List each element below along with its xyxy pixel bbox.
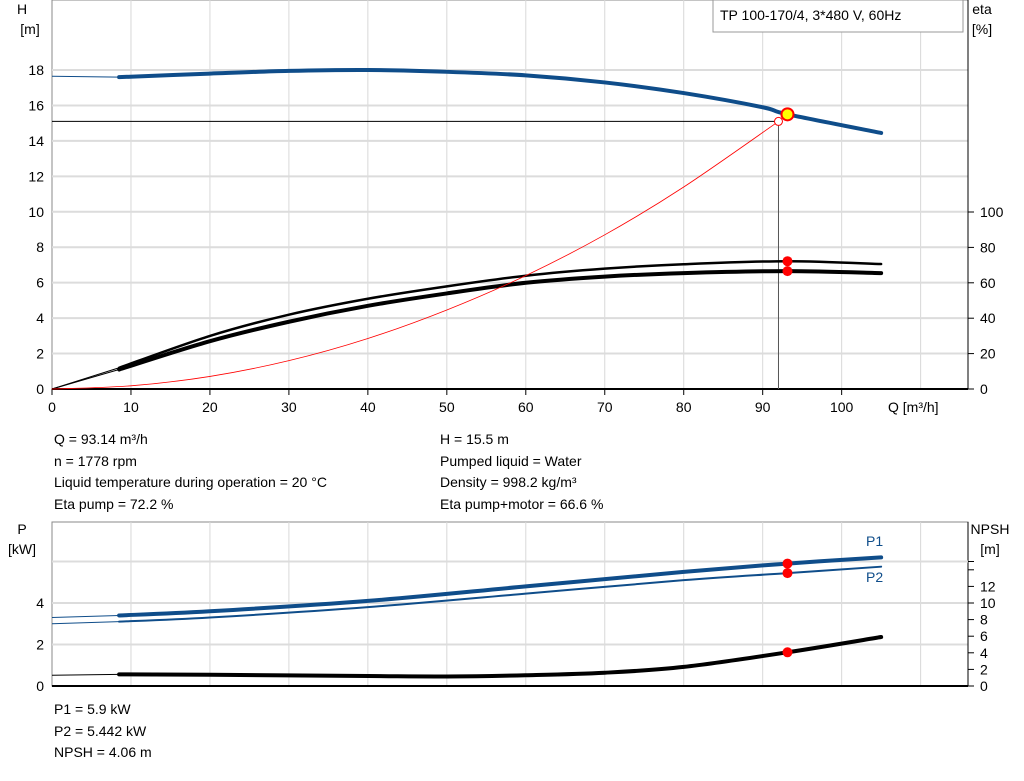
info-bottom: P1 = 5.9 kW P2 = 5.442 kW NPSH = 4.06 m (54, 699, 152, 764)
p2-marker (782, 568, 793, 579)
p-axis-unit: [kW] (8, 541, 36, 557)
head-y2-tick-label: 100 (980, 204, 1004, 220)
x-tick-label: 20 (202, 399, 218, 415)
head-y2-tick-label: 80 (980, 239, 996, 255)
info-left: Q = 93.14 m³/h n = 1778 rpm Liquid tempe… (54, 429, 327, 515)
head-y2-tick-label: 20 (980, 346, 996, 362)
eta-axis-unit: [%] (972, 21, 992, 37)
h-axis-name: H (17, 1, 27, 17)
power-y2-tick-label: 2 (980, 661, 988, 677)
x-tick-label: 50 (439, 399, 455, 415)
eta-motor-marker (782, 266, 793, 277)
p-axis-name: P (17, 521, 26, 537)
npsh-marker (782, 647, 793, 658)
head-y-tick-label: 18 (28, 62, 44, 78)
head-curve (117, 68, 884, 135)
chart-title: TP 100-170/4, 3*480 V, 60Hz (720, 7, 901, 23)
eta-axis-name: eta (972, 1, 992, 17)
x-tick-label: 0 (48, 399, 56, 415)
head-y-tick-label: 0 (36, 381, 44, 397)
power-y2-tick-label: 4 (980, 645, 988, 661)
x-tick-label: 40 (360, 399, 376, 415)
power-y-tick-label: 4 (36, 595, 44, 611)
info-p1: P1 = 5.9 kW (54, 701, 131, 717)
eta-pump-curve (117, 259, 883, 370)
head-y-tick-label: 16 (28, 97, 44, 113)
x-tick-label: 100 (830, 399, 854, 415)
duty-point-marker (773, 116, 783, 126)
npsh-curve-extension (51, 673, 120, 676)
info-h: H = 15.5 m (440, 431, 509, 447)
info-density: Density = 998.2 kg/m³ (440, 474, 577, 490)
head-y-tick-label: 2 (36, 346, 44, 362)
x-tick-label: 30 (281, 399, 297, 415)
npsh-axis-unit: [m] (980, 541, 999, 557)
p1-label: P1 (866, 533, 883, 549)
head-y2-tick-label: 0 (980, 381, 988, 397)
p2-curve-extension (51, 621, 120, 625)
x-axis-label: Q [m³/h] (888, 399, 939, 415)
title-box (712, 0, 964, 33)
power-y2-tick-label: 10 (980, 595, 996, 611)
npsh-axis-name: NPSH (971, 521, 1010, 537)
p1-curve (117, 555, 884, 618)
npsh-curve (117, 635, 884, 679)
x-tick-label: 90 (755, 399, 771, 415)
p1-curve-extension (51, 614, 120, 619)
head-curve-extension (51, 75, 120, 78)
info-eta-pump: Eta pump = 72.2 % (54, 495, 174, 512)
info-q: Q = 93.14 m³/h (54, 431, 148, 447)
info-temp: Liquid temperature during operation = 20… (54, 474, 327, 490)
head-y-tick-label: 10 (28, 204, 44, 220)
head-y2-tick-label: 40 (980, 310, 996, 326)
info-liquid: Pumped liquid = Water (440, 452, 582, 469)
p2-label: P2 (866, 569, 883, 585)
head-y2-tick-label: 60 (980, 275, 996, 291)
x-tick-label: 60 (518, 399, 534, 415)
head-y-tick-label: 12 (28, 168, 44, 184)
power-y2-tick-label: 8 (980, 612, 988, 628)
power-y-tick-label: 0 (36, 678, 44, 694)
power-y2-tick-label: 6 (980, 628, 988, 644)
operating-point-marker (780, 107, 795, 122)
h-axis-unit: [m] (20, 21, 39, 37)
info-npsh: NPSH = 4.06 m (54, 744, 152, 760)
head-y-tick-label: 8 (36, 239, 44, 255)
eta-pump-motor-curve (117, 269, 884, 372)
head-plot-frame (51, 0, 969, 390)
system-curve (51, 121, 779, 390)
head-y-tick-label: 14 (28, 133, 44, 149)
eta-pump-marker (782, 256, 793, 267)
power-y2-tick-label: 0 (980, 678, 988, 694)
power-y2-tick-label: 12 (980, 578, 996, 594)
info-right: H = 15.5 m Pumped liquid = Water Density… (440, 429, 603, 515)
info-n: n = 1778 rpm (54, 452, 137, 469)
power-y-tick-label: 2 (36, 637, 44, 653)
x-tick-label: 70 (597, 399, 613, 415)
head-y-tick-label: 6 (36, 275, 44, 291)
p2-curve (118, 565, 883, 623)
info-p2: P2 = 5.442 kW (54, 722, 147, 739)
x-tick-label: 80 (676, 399, 692, 415)
eta-pump-motor-curve-extension (51, 369, 120, 390)
p1-marker (782, 558, 793, 569)
x-tick-label: 10 (123, 399, 139, 415)
info-eta-motor: Eta pump+motor = 66.6 % (440, 495, 604, 512)
head-y-tick-label: 4 (36, 310, 44, 326)
